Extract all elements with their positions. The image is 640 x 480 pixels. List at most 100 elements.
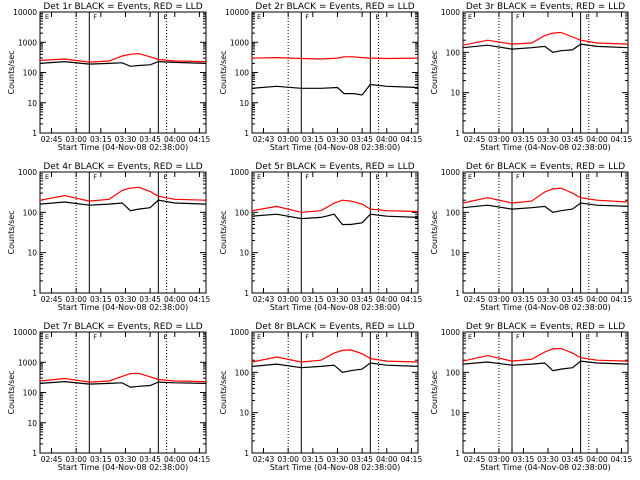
x-tick-label: 03:30 [537,135,559,144]
y-axis-label: Counts/sec [219,50,228,94]
x-tick-label: 02:43 [253,295,275,304]
y-tick-label: 10 [27,249,37,258]
lld-series-line [39,52,207,63]
chart-title: Det 7r BLACK = Events, RED = LLD [43,322,202,332]
lld-series-line [251,56,419,60]
x-tick-label: 03:30 [115,135,137,144]
y-tick-label: 1000 [18,38,37,47]
plot-frame [251,171,419,294]
x-axis-label: Start Time (04-Nov-08 02:38:00) [480,143,610,152]
x-tick-label: 03:15 [513,135,535,144]
x-tick-label: 03:30 [327,455,349,464]
x-tick-label: 04:00 [376,135,398,144]
x-tick-label: 03:45 [139,455,161,464]
lld-series-line [251,349,419,363]
plot-frame [39,331,207,454]
lld-series-line [251,199,419,213]
y-tick-label: 1000 [441,328,460,337]
x-tick-label: 03:15 [513,295,535,304]
plot-frame [462,171,629,294]
x-tick-label: 04:15 [401,135,423,144]
y-tick-label: 1 [32,289,37,298]
events-series-line [251,213,419,226]
x-tick-label: 04:15 [401,295,423,304]
y-tick-label: 100 [446,208,461,217]
flag-label: E [257,333,261,341]
x-tick-label: 04:15 [189,135,211,144]
plot-frame [251,331,419,454]
lld-series-line [39,186,207,202]
y-tick-label: 1 [455,449,460,458]
y-tick-label: 10 [450,89,460,98]
y-tick-label: 1 [244,289,249,298]
chart-title: Det 6r BLACK = Events, RED = LLD [466,162,625,172]
y-tick-label: 1000 [230,38,249,47]
y-tick-label: 1000 [230,168,249,177]
x-tick-label: 03:15 [302,455,324,464]
y-tick-label: 10000 [13,8,37,17]
flag-label: E [375,173,379,181]
x-tick-label: 02:43 [253,135,275,144]
x-tick-label: 03:00 [488,295,510,304]
x-tick-label: 04:00 [586,135,608,144]
x-tick-label: 03:15 [90,455,112,464]
y-tick-label: 1 [32,449,37,458]
flag-label: F [516,333,520,341]
x-tick-label: 04:00 [586,295,608,304]
x-tick-label: 02:45 [464,135,486,144]
flag-label: E [45,333,49,341]
x-tick-label: 03:00 [488,135,510,144]
flag-label: E [45,13,49,21]
chart-title: Det 8r BLACK = Events, RED = LLD [255,322,414,332]
flag-label: F [93,333,97,341]
flag-label: E [257,13,261,21]
x-tick-label: 03:15 [302,295,324,304]
x-tick-label: 02:45 [41,455,63,464]
y-tick-label: 100 [235,69,250,78]
flag-label: E [586,13,590,21]
y-tick-label: 10 [27,419,37,428]
y-tick-label: 100 [23,69,38,78]
chart-title: Det 2r BLACK = Events, RED = LLD [255,2,414,12]
x-tick-label: 03:00 [488,455,510,464]
y-tick-label: 10 [450,409,460,418]
x-tick-label: 04:00 [376,295,398,304]
x-tick-label: 04:15 [611,295,633,304]
flag-label: E [468,173,472,181]
x-tick-label: 04:15 [401,455,423,464]
flag-label: F [516,13,520,21]
x-tick-label: 03:30 [537,455,559,464]
flag-label: F [93,173,97,181]
y-tick-label: 10000 [13,328,37,337]
y-axis-label: Counts/sec [219,210,228,254]
y-tick-label: 10 [450,249,460,258]
x-axis-label: Start Time (04-Nov-08 02:38:00) [58,463,188,472]
x-tick-label: 04:15 [189,455,211,464]
x-tick-label: 03:30 [115,295,137,304]
x-tick-label: 03:45 [139,135,161,144]
x-tick-label: 02:45 [464,455,486,464]
events-series-line [39,199,207,212]
lld-series-line [39,372,207,383]
lld-series-line [462,187,629,204]
x-tick-label: 03:30 [115,455,137,464]
flag-label: F [93,13,97,21]
lld-series-line [462,347,629,362]
y-tick-label: 1000 [441,168,460,177]
x-tick-label: 04:00 [164,135,186,144]
x-axis-label: Start Time (04-Nov-08 02:38:00) [480,303,610,312]
chart-title: Det 9r BLACK = Events, RED = LLD [466,322,625,332]
x-tick-label: 03:15 [513,455,535,464]
y-tick-label: 100 [23,208,38,217]
y-tick-label: 10 [239,409,249,418]
flag-label: E [163,13,167,21]
x-tick-label: 04:00 [586,455,608,464]
y-tick-label: 10000 [225,8,249,17]
x-axis-label: Start Time (04-Nov-08 02:38:00) [270,143,400,152]
flag-label: E [45,173,49,181]
flag-label: F [305,333,309,341]
